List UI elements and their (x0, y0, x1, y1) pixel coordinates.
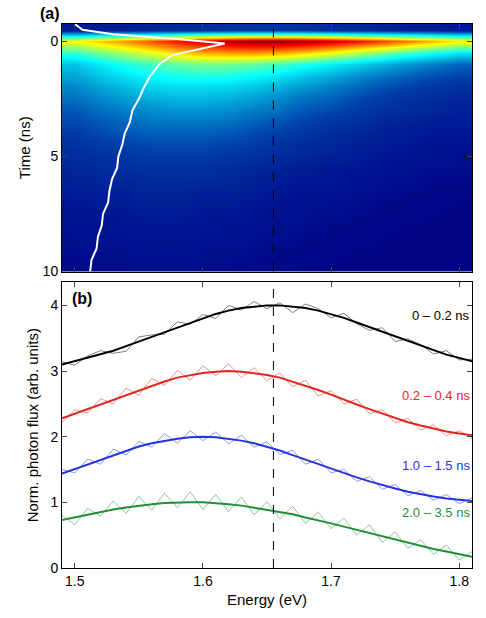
svg-text:10: 10 (43, 263, 59, 279)
svg-text:1.6: 1.6 (193, 573, 213, 589)
svg-text:0 – 0.2 ns: 0 – 0.2 ns (412, 308, 470, 323)
svg-text:1.7: 1.7 (321, 573, 341, 589)
svg-text:1: 1 (50, 494, 58, 510)
svg-text:(a): (a) (40, 5, 60, 22)
svg-text:5: 5 (50, 148, 58, 164)
svg-text:0: 0 (50, 33, 58, 49)
svg-text:4: 4 (50, 297, 58, 313)
svg-text:0: 0 (50, 560, 58, 576)
svg-text:Norm. photon flux (arb. units): Norm. photon flux (arb. units) (24, 328, 41, 522)
svg-text:Energy (eV): Energy (eV) (227, 591, 307, 608)
svg-text:2.0 – 3.5 ns: 2.0 – 3.5 ns (402, 505, 470, 520)
svg-text:1.0 – 1.5 ns: 1.0 – 1.5 ns (402, 458, 470, 473)
svg-text:Time (ns): Time (ns) (16, 116, 33, 179)
svg-text:0.2 – 0.4 ns: 0.2 – 0.4 ns (402, 388, 470, 403)
svg-text:1.8: 1.8 (449, 573, 469, 589)
svg-text:2: 2 (50, 429, 58, 445)
svg-text:(b): (b) (72, 290, 92, 307)
svg-text:3: 3 (50, 363, 58, 379)
svg-text:1.5: 1.5 (65, 573, 85, 589)
